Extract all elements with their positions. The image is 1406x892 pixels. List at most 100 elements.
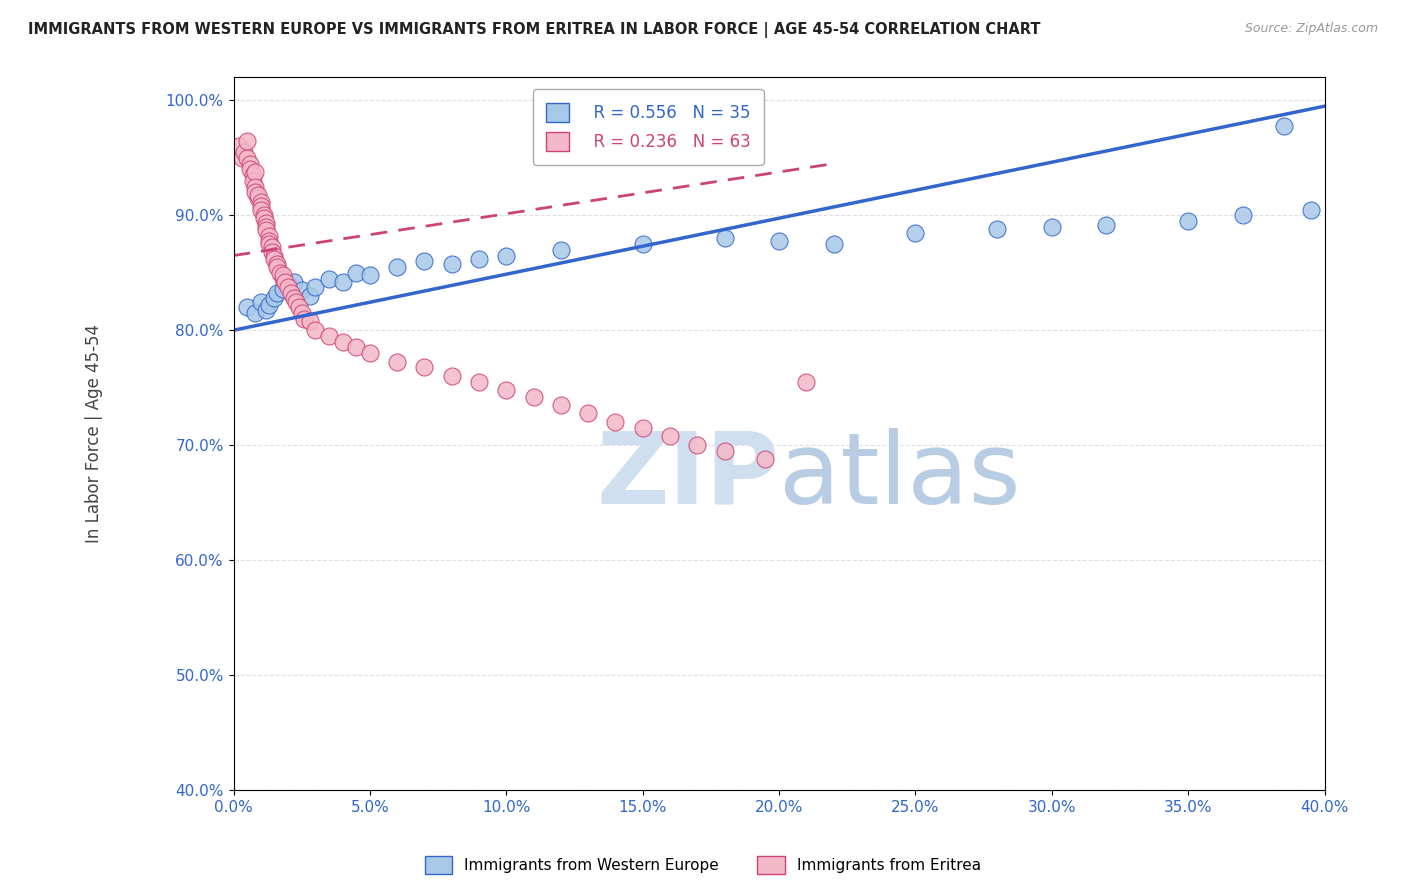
- Text: Source: ZipAtlas.com: Source: ZipAtlas.com: [1244, 22, 1378, 36]
- Point: [495, 383, 517, 397]
- Point: [359, 346, 381, 360]
- Point: [713, 231, 735, 245]
- Point: [257, 229, 280, 244]
- Point: [495, 248, 517, 262]
- Point: [288, 300, 311, 314]
- Text: atlas: atlas: [779, 428, 1021, 524]
- Point: [768, 234, 790, 248]
- Point: [686, 438, 709, 452]
- Point: [254, 219, 277, 234]
- Point: [271, 271, 294, 285]
- Point: [245, 306, 267, 320]
- Point: [298, 314, 321, 328]
- Point: [359, 268, 381, 282]
- Point: [236, 300, 259, 314]
- Point: [285, 294, 308, 309]
- Point: [254, 302, 277, 317]
- Point: [231, 151, 253, 165]
- Point: [263, 252, 285, 266]
- Point: [1272, 119, 1295, 133]
- Point: [291, 306, 314, 320]
- Point: [277, 277, 299, 292]
- Point: [283, 275, 305, 289]
- Point: [1095, 218, 1118, 232]
- Point: [796, 375, 818, 389]
- Point: [413, 254, 436, 268]
- Point: [318, 329, 340, 343]
- Point: [304, 323, 326, 337]
- Point: [468, 375, 491, 389]
- Point: [440, 256, 463, 270]
- Point: [266, 256, 288, 270]
- Point: [659, 429, 682, 443]
- Point: [263, 248, 285, 262]
- Point: [291, 283, 314, 297]
- Point: [550, 398, 572, 412]
- Point: [344, 341, 367, 355]
- Point: [576, 406, 599, 420]
- Point: [254, 216, 277, 230]
- Point: [318, 271, 340, 285]
- Point: [754, 451, 776, 466]
- Point: [245, 164, 267, 178]
- Point: [257, 237, 280, 252]
- Point: [266, 286, 288, 301]
- Point: [247, 187, 270, 202]
- Point: [631, 237, 654, 252]
- Point: [247, 191, 270, 205]
- Point: [713, 443, 735, 458]
- Point: [271, 268, 294, 282]
- Point: [263, 291, 285, 305]
- Point: [254, 223, 277, 237]
- Point: [823, 237, 845, 252]
- Point: [1299, 202, 1322, 217]
- Point: [249, 199, 271, 213]
- Point: [332, 334, 354, 349]
- Point: [242, 168, 264, 182]
- Legend: Immigrants from Western Europe, Immigrants from Eritrea: Immigrants from Western Europe, Immigran…: [419, 850, 987, 880]
- Point: [236, 134, 259, 148]
- Point: [271, 282, 294, 296]
- Point: [440, 369, 463, 384]
- Point: [344, 266, 367, 280]
- Text: ZIP: ZIP: [596, 428, 779, 524]
- Point: [239, 156, 262, 170]
- Point: [385, 355, 408, 369]
- Point: [1177, 214, 1199, 228]
- Point: [249, 294, 271, 309]
- Point: [283, 291, 305, 305]
- Point: [233, 145, 256, 160]
- Point: [1040, 219, 1063, 234]
- Point: [257, 234, 280, 248]
- Point: [1232, 208, 1254, 222]
- Point: [904, 226, 927, 240]
- Point: [249, 202, 271, 217]
- Point: [260, 245, 283, 260]
- Point: [385, 260, 408, 274]
- Point: [294, 311, 316, 326]
- Point: [631, 421, 654, 435]
- Point: [523, 390, 546, 404]
- Point: [468, 252, 491, 266]
- Point: [413, 359, 436, 374]
- Point: [304, 279, 326, 293]
- Point: [280, 286, 302, 301]
- Point: [986, 222, 1008, 236]
- Point: [260, 240, 283, 254]
- Point: [257, 298, 280, 312]
- Point: [228, 139, 250, 153]
- Point: [245, 186, 267, 200]
- Point: [332, 275, 354, 289]
- Point: [266, 260, 288, 274]
- Point: [269, 266, 291, 280]
- Point: [277, 279, 299, 293]
- Point: [252, 211, 274, 225]
- Point: [242, 174, 264, 188]
- Point: [249, 194, 271, 209]
- Point: [274, 275, 297, 289]
- Text: IMMIGRANTS FROM WESTERN EUROPE VS IMMIGRANTS FROM ERITREA IN LABOR FORCE | AGE 4: IMMIGRANTS FROM WESTERN EUROPE VS IMMIGR…: [28, 22, 1040, 38]
- Point: [298, 289, 321, 303]
- Y-axis label: In Labor Force | Age 45-54: In Labor Force | Age 45-54: [86, 324, 103, 543]
- Legend:   R = 0.556   N = 35,   R = 0.236   N = 63: R = 0.556 N = 35, R = 0.236 N = 63: [533, 89, 763, 164]
- Point: [239, 162, 262, 177]
